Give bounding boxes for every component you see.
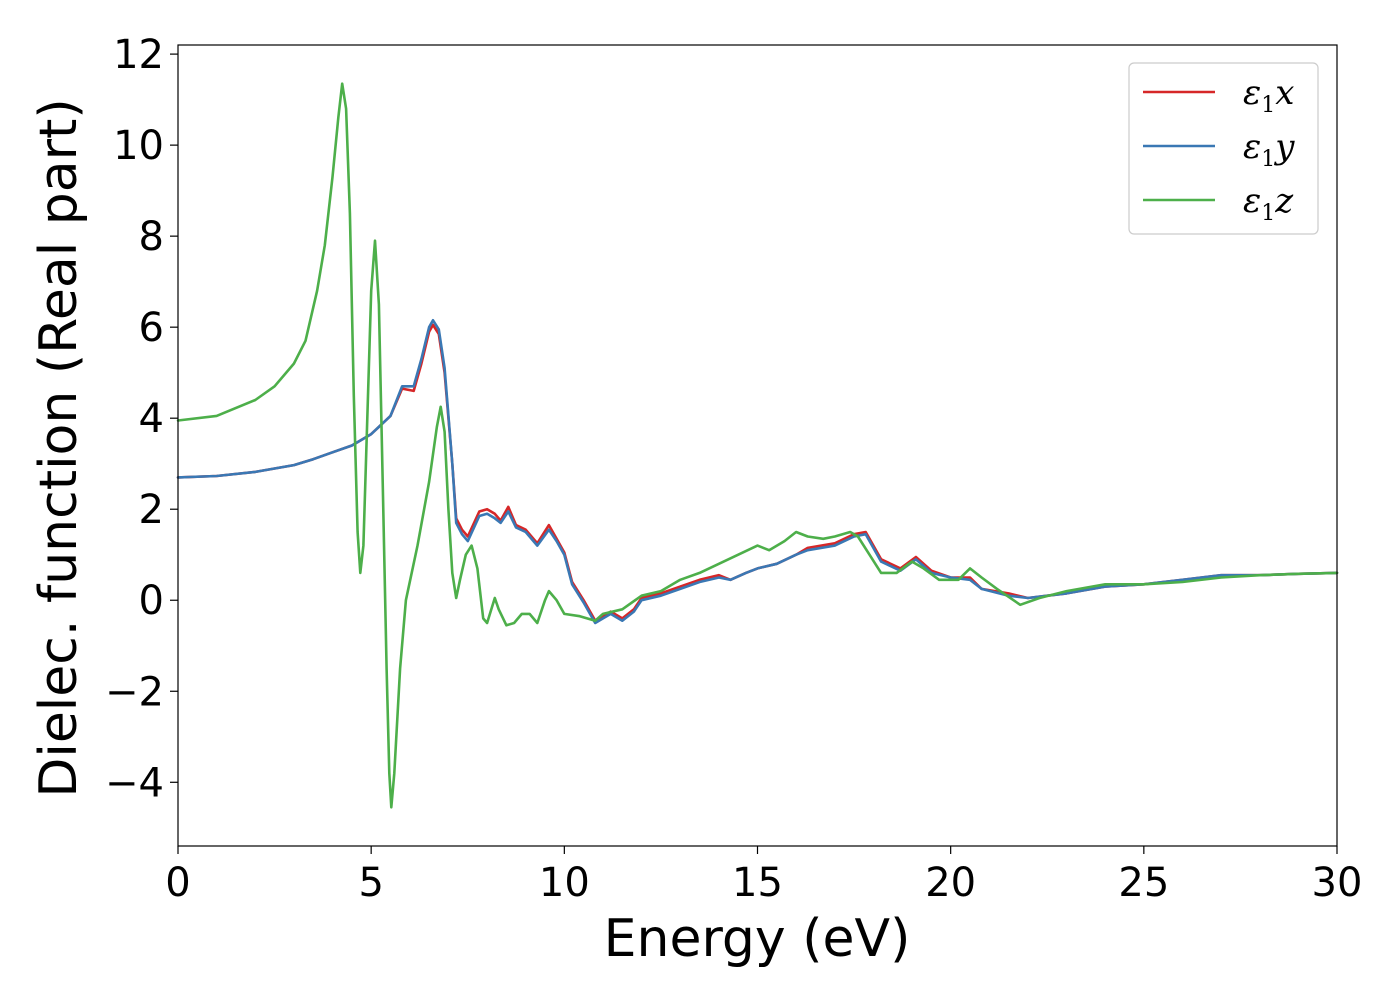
legend-series-name: y [1273,127,1295,167]
legend-symbol: ε [1243,127,1261,167]
x-tick-label: 10 [539,860,590,906]
legend-series-name: z [1274,181,1294,221]
legend-symbol: ε [1243,73,1261,113]
legend-subscript: 1 [1261,147,1275,172]
legend-box [1128,62,1319,235]
legend-symbol: ε [1243,181,1261,221]
series-layer [176,82,1339,809]
y-tick-label: 4 [139,396,164,442]
y-tick-label: 12 [113,32,164,78]
legend-label-z: ε1z [1243,181,1294,226]
series-line-y [176,319,1339,625]
y-axis-label: Dielec. function (Real part) [29,98,89,797]
y-tick-label: 2 [139,487,164,533]
legend-subscript: 1 [1261,93,1275,118]
y-tick-label: 6 [139,305,164,351]
y-tick-label: 8 [139,214,164,260]
x-tick-label: 25 [1118,860,1169,906]
x-tick-label: 30 [1312,860,1363,906]
legend-subscript: 1 [1261,201,1275,226]
y-tick-label: 0 [139,578,164,624]
y-axis-ticks: −4 −2 0 2 4 6 8 10 12 [105,32,178,806]
series-line-z [176,82,1339,809]
legend-label-y: ε1y [1243,127,1295,172]
legend-label-x: ε1x [1243,73,1294,118]
x-tick-label: 0 [165,860,190,906]
y-tick-label: −4 [105,760,164,806]
legend-series-name: x [1275,73,1294,113]
x-axis-label: Energy (eV) [604,909,911,969]
y-tick-label: −2 [105,669,164,715]
x-axis-ticks: 0 5 10 15 20 25 30 [165,846,1362,906]
x-tick-label: 20 [925,860,976,906]
x-tick-label: 15 [732,860,783,906]
x-tick-label: 5 [358,860,383,906]
y-tick-label: 10 [113,123,164,169]
